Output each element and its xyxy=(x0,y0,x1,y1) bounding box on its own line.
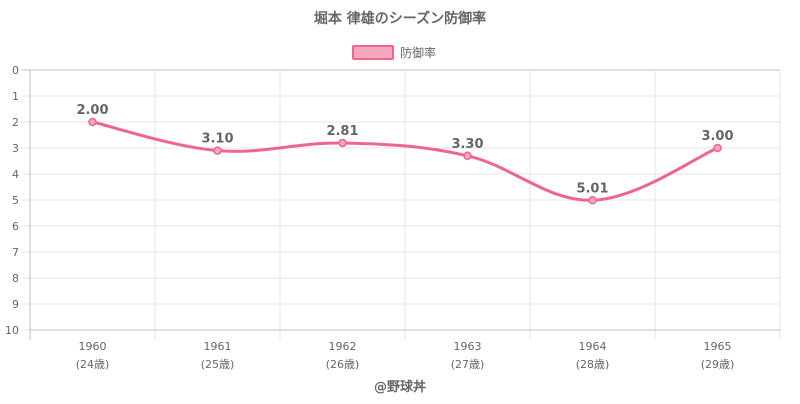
x-tick-sublabel: (27歳) xyxy=(451,358,485,371)
x-tick-label: 1962 xyxy=(329,340,357,353)
y-tick-label: 5 xyxy=(12,194,19,207)
data-point xyxy=(713,143,722,153)
y-tick-label: 10 xyxy=(5,324,19,337)
y-tick-label: 1 xyxy=(12,90,19,103)
axis-layer: 0 1 2 3 4 5 6 7 8 9 10 1960 (24歳) 1961 (25歳) 1962 (26歳) 1… xyxy=(5,64,780,371)
data-label-layer: 2.00 3.10 2.81 3.30 5.01 3.00 xyxy=(76,103,733,196)
x-tick-sublabel: (24歳) xyxy=(76,358,110,371)
y-tick-label: 2 xyxy=(12,116,19,129)
y-tick-label: 6 xyxy=(12,220,19,233)
x-tick-label: 1960 xyxy=(79,340,107,353)
grid-layer xyxy=(22,69,781,340)
data-label: 3.00 xyxy=(701,129,733,144)
data-point xyxy=(338,138,347,148)
y-tick-label: 9 xyxy=(12,298,19,311)
legend-label: 防御率 xyxy=(400,45,436,60)
legend[interactable]: 防御率 xyxy=(352,45,436,60)
data-label: 3.10 xyxy=(201,132,233,147)
era-series-line xyxy=(91,120,719,202)
y-tick-label: 4 xyxy=(12,168,19,181)
y-tick-label: 7 xyxy=(12,246,19,259)
data-point xyxy=(463,151,472,161)
x-tick-label: 1961 xyxy=(204,340,232,353)
data-point xyxy=(213,146,222,155)
data-point xyxy=(588,196,597,205)
x-tick-sublabel: (26歳) xyxy=(326,358,360,371)
y-tick-label: 0 xyxy=(12,64,19,77)
data-label: 2.81 xyxy=(326,124,358,139)
x-tick-label: 1964 xyxy=(579,340,607,353)
data-label: 3.30 xyxy=(451,137,483,152)
x-tick-label: 1965 xyxy=(704,340,732,353)
data-label: 5.01 xyxy=(576,181,608,196)
series-layer xyxy=(88,117,722,205)
x-tick-sublabel: (25歳) xyxy=(201,358,235,371)
data-point xyxy=(88,117,97,127)
legend-swatch xyxy=(352,45,394,60)
x-tick-label: 1963 xyxy=(454,340,482,353)
chart-title: 堀本 律雄のシーズン防御率 xyxy=(314,10,486,27)
watermark-text: @野球丼 xyxy=(374,379,426,395)
x-tick-sublabel: (29歳) xyxy=(701,358,735,371)
y-tick-label: 8 xyxy=(12,272,19,285)
x-tick-sublabel: (28歳) xyxy=(576,358,610,371)
y-tick-label: 3 xyxy=(12,142,19,155)
data-label: 2.00 xyxy=(76,103,108,118)
